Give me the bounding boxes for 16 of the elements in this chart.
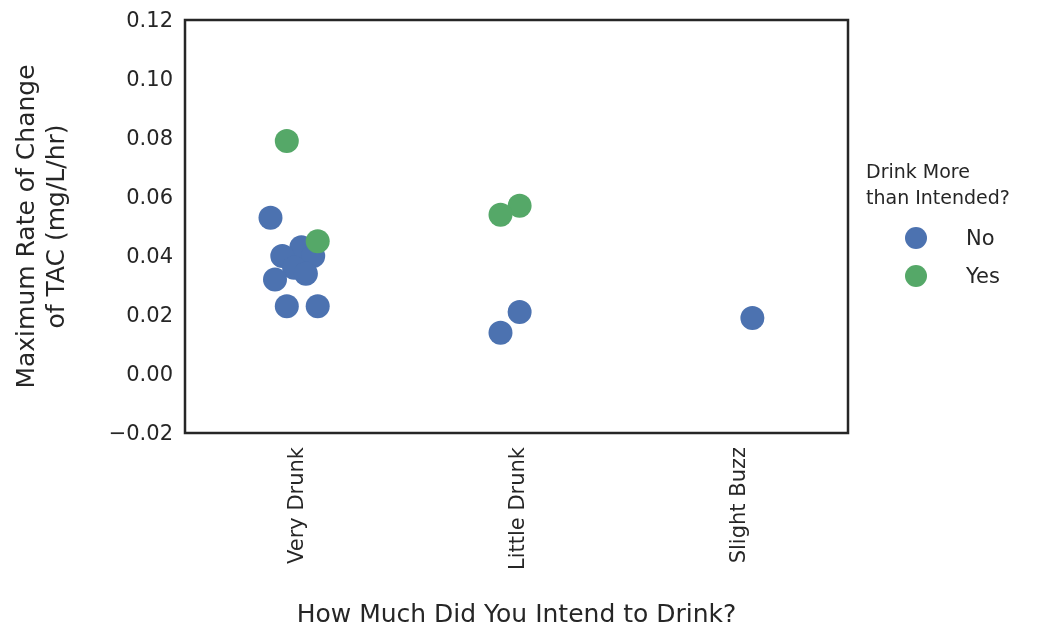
x-axis-title: How Much Did You Intend to Drink? <box>296 599 737 628</box>
y-tick-label: 0.10 <box>126 67 173 92</box>
y-tick-label: 0.02 <box>126 303 173 328</box>
y-tick-label: −0.02 <box>108 421 173 446</box>
x-tick-label: Slight Buzz <box>725 447 750 564</box>
x-tick-label: Very Drunk <box>283 446 308 564</box>
y-tick-label: 0.08 <box>126 126 173 151</box>
y-tick-label: 0.04 <box>126 244 173 269</box>
y-tick-label: 0.12 <box>126 8 173 33</box>
legend-label: Yes <box>965 264 1000 289</box>
y-tick-label: 0.00 <box>126 362 173 387</box>
legend-title: Drink More than Intended? <box>866 160 1010 208</box>
x-tick-label: Little Drunk <box>504 446 529 571</box>
y-axis-title: Maximum Rate of Change of TAC (mg/L/hr) <box>11 64 70 389</box>
y-tick-label: 0.06 <box>126 185 173 210</box>
legend-label: No <box>966 226 995 251</box>
